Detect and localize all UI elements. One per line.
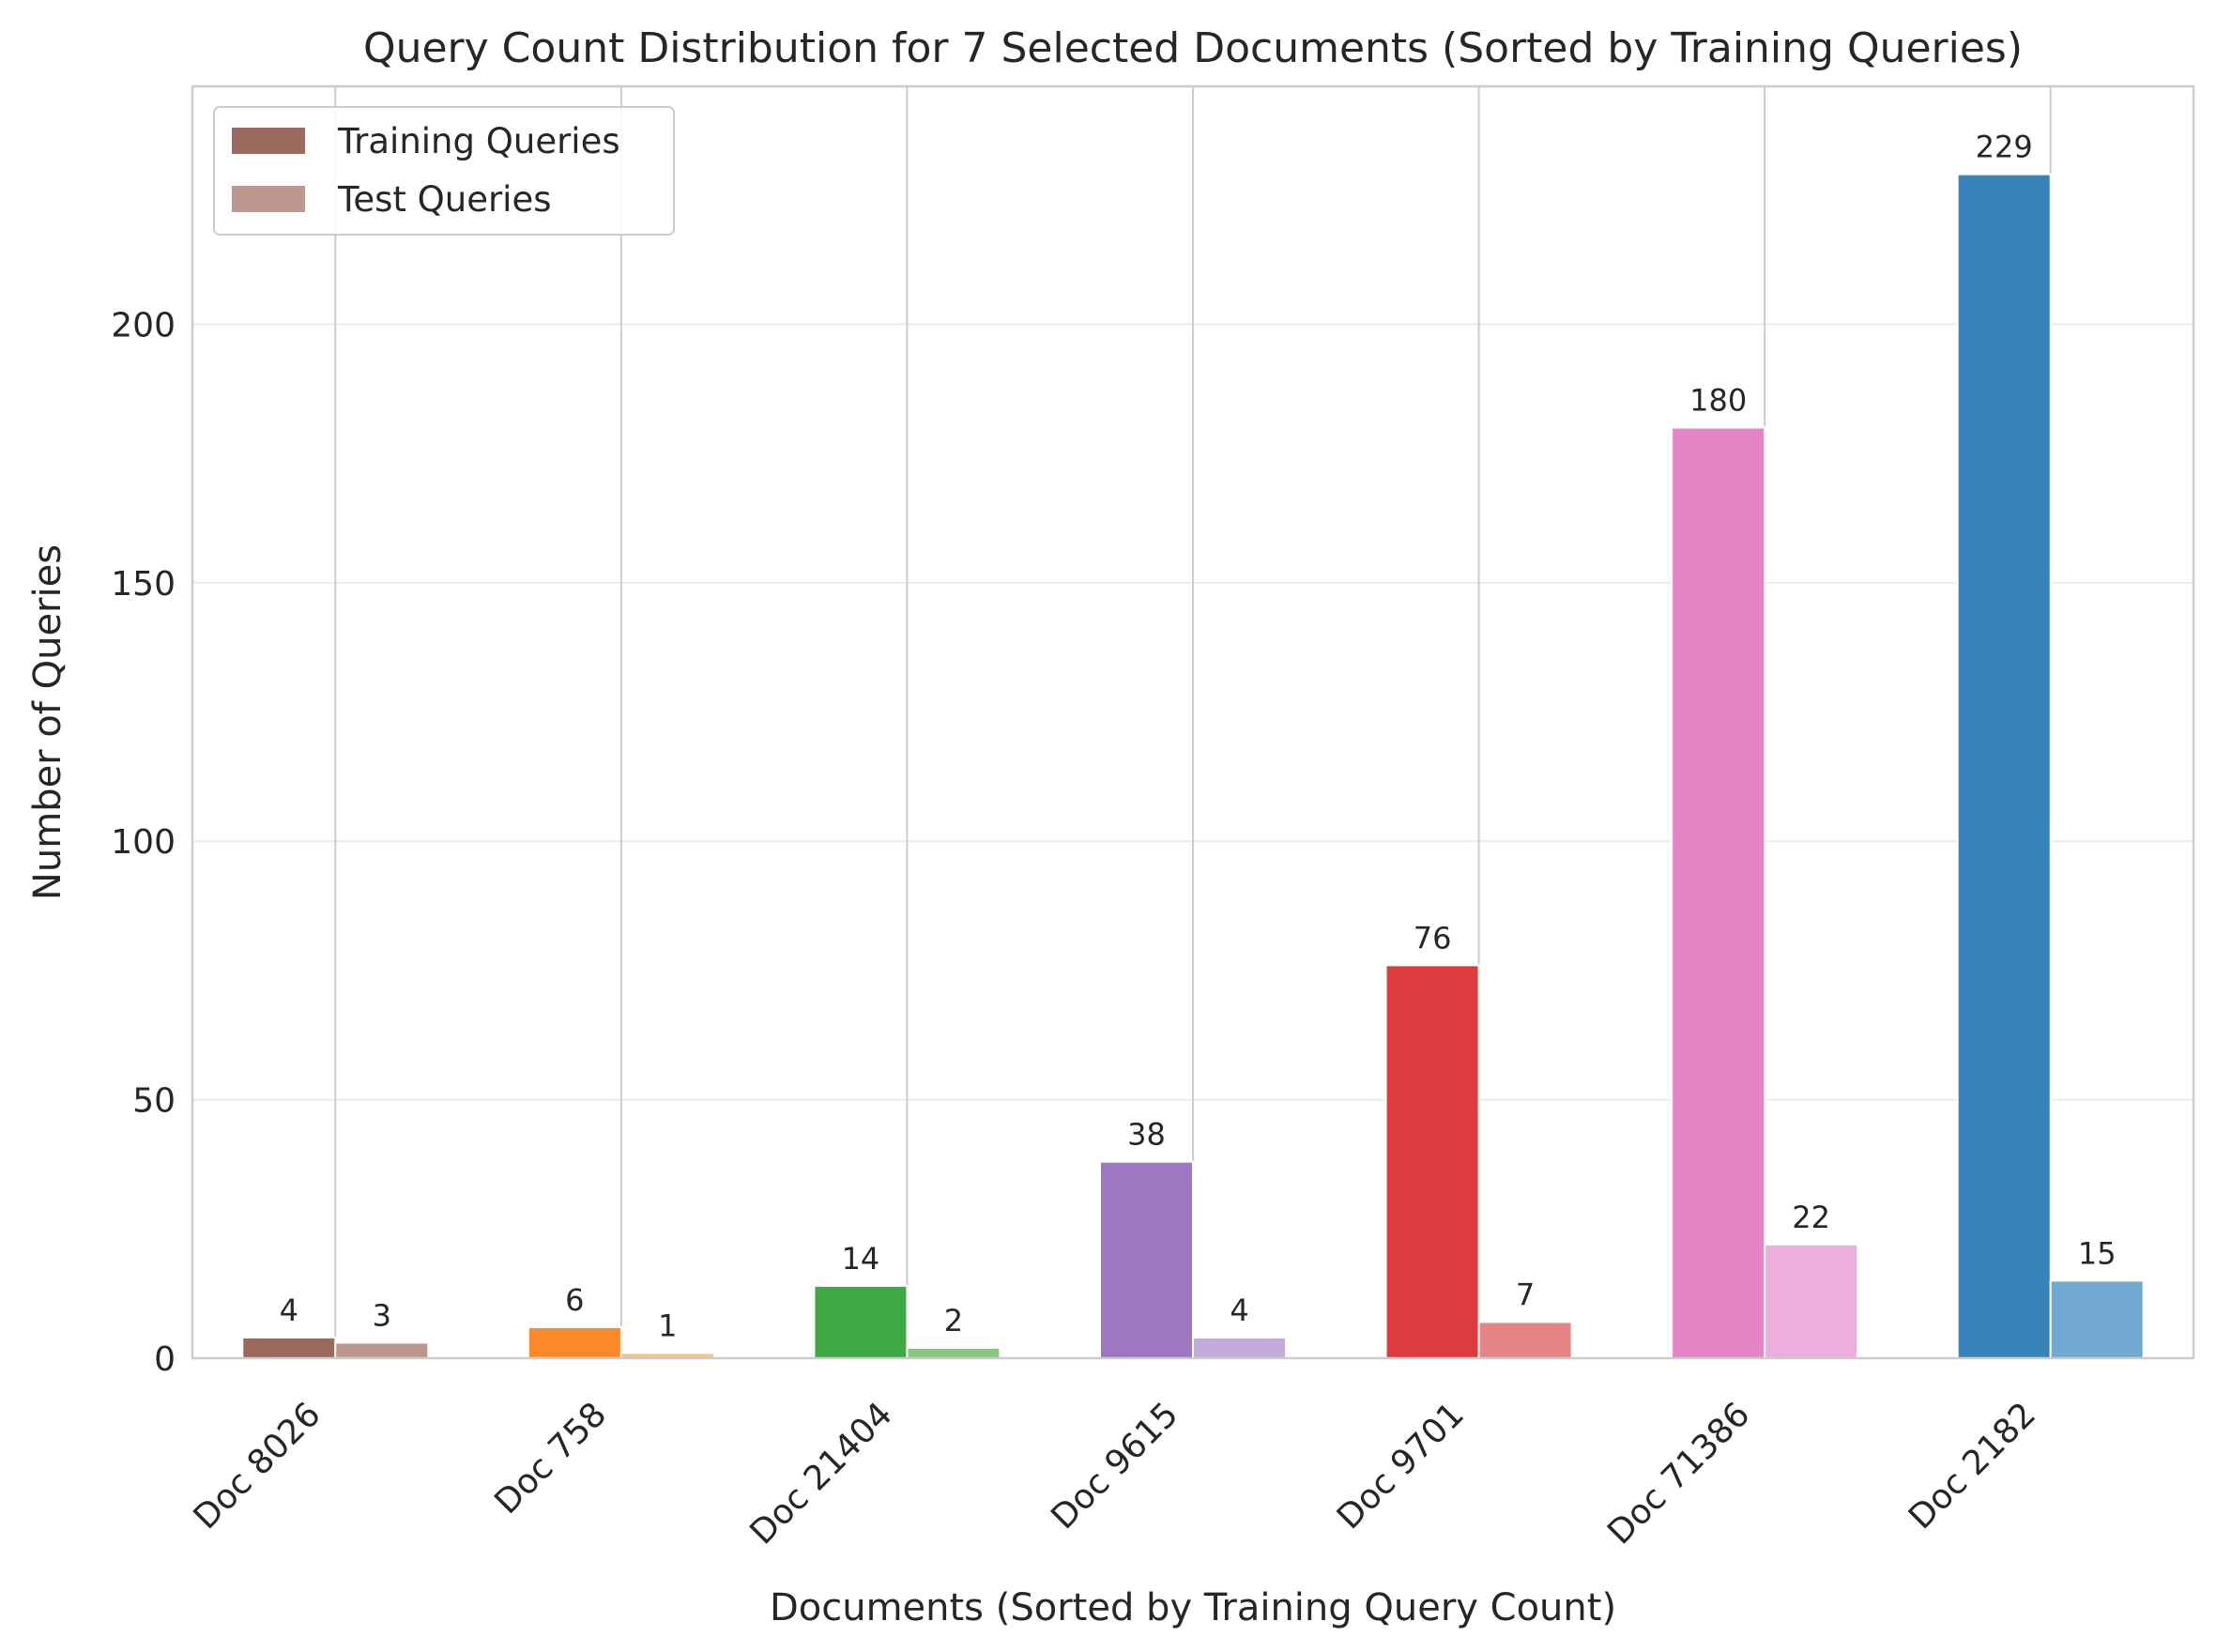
training-bar xyxy=(813,1284,909,1360)
test-bar-value-label: 15 xyxy=(2078,1235,2117,1271)
x-axis-label: Documents (Sorted by Training Query Coun… xyxy=(770,1586,1616,1629)
training-bar-value-label: 6 xyxy=(565,1282,584,1318)
test-bar-value-label: 2 xyxy=(944,1303,963,1338)
test-bar-value-label: 3 xyxy=(373,1297,391,1333)
training-bar xyxy=(1956,173,2052,1360)
y-tick-label: 200 xyxy=(111,306,176,344)
test-bar xyxy=(2049,1279,2145,1359)
training-bar-value-label: 38 xyxy=(1127,1117,1166,1153)
legend-swatch xyxy=(232,128,305,154)
chart-title: Query Count Distribution for 7 Selected … xyxy=(363,24,2023,72)
test-bar xyxy=(1477,1321,1573,1360)
training-bar xyxy=(1671,426,1766,1360)
test-bar-value-label: 1 xyxy=(658,1308,677,1343)
y-axis-label: Number of Queries xyxy=(26,544,69,900)
training-bar-value-label: 229 xyxy=(1976,130,2033,165)
test-bar-value-label: 4 xyxy=(1230,1293,1248,1328)
test-bar-value-label: 7 xyxy=(1516,1277,1535,1312)
training-bar xyxy=(527,1325,622,1359)
training-bar xyxy=(1099,1160,1194,1359)
training-bar-value-label: 4 xyxy=(280,1293,298,1328)
y-tick-label: 150 xyxy=(111,565,176,604)
training-bar-value-label: 76 xyxy=(1414,920,1452,956)
legend-frame xyxy=(213,106,675,236)
training-bar-value-label: 180 xyxy=(1689,383,1747,419)
test-bar xyxy=(906,1346,1001,1360)
test-bar xyxy=(334,1341,430,1359)
training-bar xyxy=(241,1336,337,1360)
training-bar-value-label: 14 xyxy=(842,1241,880,1277)
y-tick-label: 0 xyxy=(154,1340,176,1379)
test-bar-value-label: 22 xyxy=(1792,1200,1830,1235)
legend: Training Queries Test Queries xyxy=(213,106,675,236)
test-bar xyxy=(1764,1243,1859,1360)
legend-label: Test Queries xyxy=(337,179,552,220)
y-tick-label: 100 xyxy=(111,823,176,862)
y-tick-label: 50 xyxy=(132,1082,176,1121)
test-bar xyxy=(1192,1336,1287,1360)
legend-swatch xyxy=(232,186,305,212)
plot-frame xyxy=(191,84,2195,1360)
legend-label: Training Queries xyxy=(337,121,620,161)
training-bar xyxy=(1384,964,1480,1359)
